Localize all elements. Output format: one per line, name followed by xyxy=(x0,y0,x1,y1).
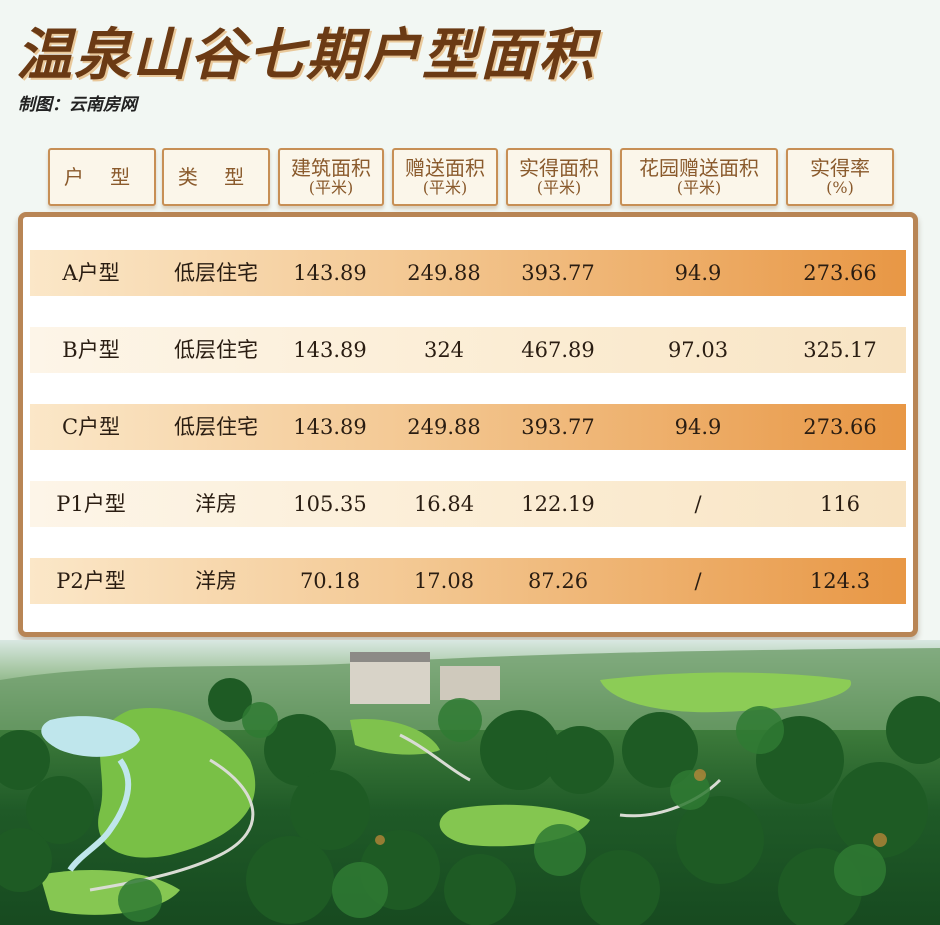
cell-build-area: 70.18 xyxy=(299,569,361,593)
header-garden-area-label: 花园赠送面积 xyxy=(639,156,759,180)
cell-garden-area: 94.9 xyxy=(674,415,722,439)
cell-gift-area: 249.88 xyxy=(407,261,481,285)
header-type: 户 型 xyxy=(48,148,156,206)
cell-type: B户型 xyxy=(62,338,120,362)
cell-actual-area: 87.26 xyxy=(527,569,589,593)
cell-build-area: 143.89 xyxy=(293,338,367,362)
credit-text: 制图：云南房网 xyxy=(18,95,137,115)
table-row: P1户型 洋房 105.35 16.84 122.19 / 116 xyxy=(30,481,906,527)
header-category-label: 类 型 xyxy=(177,165,255,189)
table-row: A户型 低层住宅 143.89 249.88 393.77 94.9 273.6… xyxy=(30,250,906,296)
cell-rate: 325.17 xyxy=(803,338,877,362)
cell-build-area: 143.89 xyxy=(293,415,367,439)
header-gift-area-unit: (平米) xyxy=(422,178,468,197)
header-rate-label: 实得率 xyxy=(810,156,870,180)
cell-actual-area: 467.89 xyxy=(521,338,595,362)
cell-gift-area: 249.88 xyxy=(407,415,481,439)
cell-gift-area: 16.84 xyxy=(413,492,475,516)
cell-actual-area: 393.77 xyxy=(521,261,595,285)
header-rate-unit: (%) xyxy=(826,178,854,197)
header-build-area-unit: (平米) xyxy=(308,178,354,197)
cell-type: C户型 xyxy=(61,415,121,439)
cell-garden-area: / xyxy=(694,492,702,516)
cell-garden-area: 97.03 xyxy=(667,338,729,362)
cell-category: 洋房 xyxy=(195,569,237,593)
table-row: C户型 低层住宅 143.89 249.88 393.77 94.9 273.6… xyxy=(30,404,906,450)
cell-rate: 116 xyxy=(819,492,861,516)
header-rate: 实得率 (%) xyxy=(786,148,894,206)
table-row: P2户型 洋房 70.18 17.08 87.26 / 124.3 xyxy=(30,558,906,604)
cell-rate: 273.66 xyxy=(803,415,877,439)
cell-type: A户型 xyxy=(62,261,120,285)
header-actual-area-unit: (平米) xyxy=(536,178,582,197)
cell-category: 洋房 xyxy=(195,492,237,516)
cell-category: 低层住宅 xyxy=(174,338,258,362)
table-header: 户 型 类 型 建筑面积 (平米) 赠送面积 (平米) 实得面积 (平米) 花园… xyxy=(0,148,940,210)
header-actual-area-label: 实得面积 xyxy=(519,156,599,180)
cell-category: 低层住宅 xyxy=(174,261,258,285)
golf-course-photo xyxy=(0,640,940,925)
cell-rate: 124.3 xyxy=(809,569,871,593)
page-title: 温泉山谷七期户型面积 xyxy=(16,23,596,88)
header-garden-area-unit: (平米) xyxy=(676,178,722,197)
header-actual-area: 实得面积 (平米) xyxy=(506,148,612,206)
cell-garden-area: 94.9 xyxy=(674,261,722,285)
cell-build-area: 143.89 xyxy=(293,261,367,285)
cell-actual-area: 393.77 xyxy=(521,415,595,439)
cell-category: 低层住宅 xyxy=(174,415,258,439)
header-build-area-label: 建筑面积 xyxy=(291,156,371,180)
cell-type: P2户型 xyxy=(56,569,126,593)
cell-build-area: 105.35 xyxy=(293,492,367,516)
cell-type: P1户型 xyxy=(56,492,126,516)
header-type-label: 户 型 xyxy=(63,165,141,189)
header-category: 类 型 xyxy=(162,148,270,206)
cell-gift-area: 324 xyxy=(423,338,465,362)
cell-gift-area: 17.08 xyxy=(413,569,475,593)
table-row: B户型 低层住宅 143.89 324 467.89 97.03 325.17 xyxy=(30,327,906,373)
header-build-area: 建筑面积 (平米) xyxy=(278,148,384,206)
cell-actual-area: 122.19 xyxy=(521,492,595,516)
cell-garden-area: / xyxy=(694,569,702,593)
header-gift-area: 赠送面积 (平米) xyxy=(392,148,498,206)
cell-rate: 273.66 xyxy=(803,261,877,285)
header-gift-area-label: 赠送面积 xyxy=(405,156,485,180)
header-garden-area: 花园赠送面积 (平米) xyxy=(620,148,778,206)
